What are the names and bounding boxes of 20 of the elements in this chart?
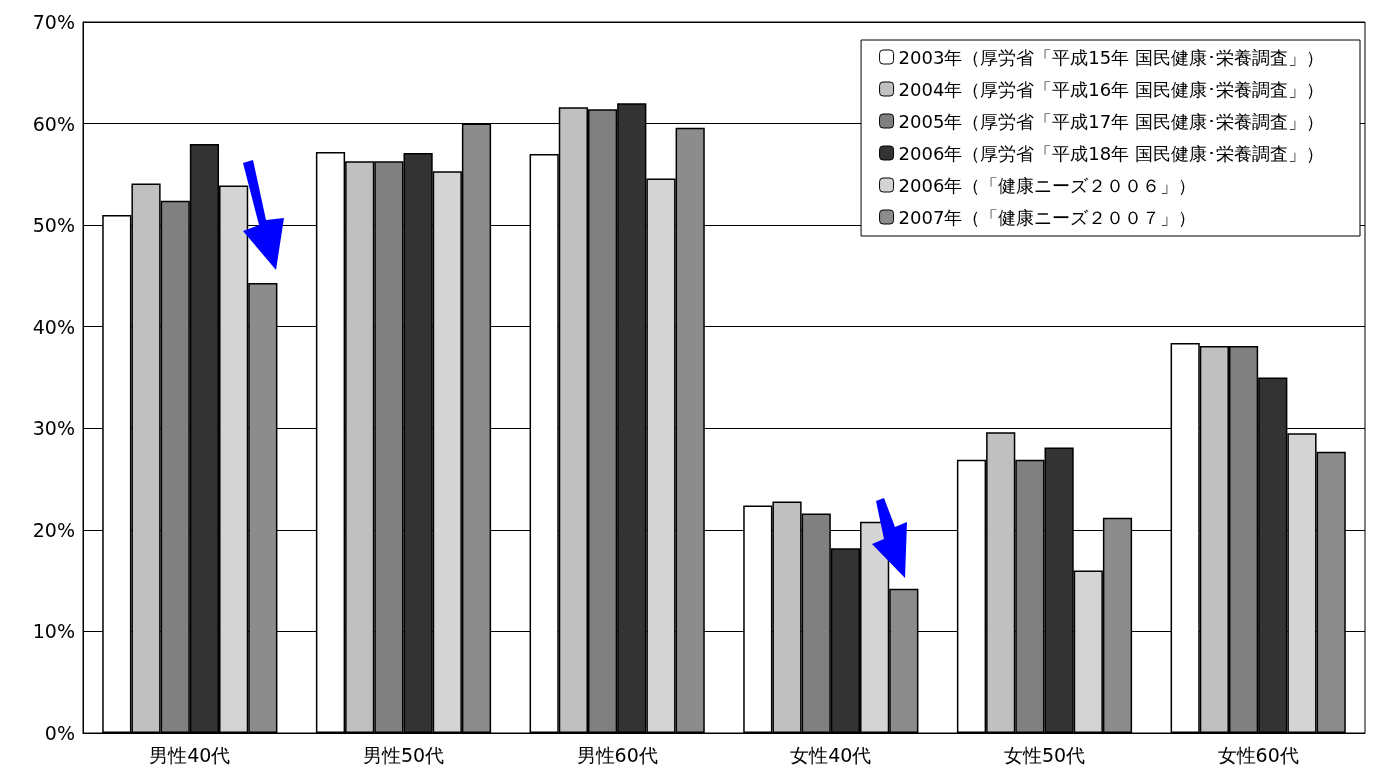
- legend-label: 2004年（厚労省「平成16年 国民健康･栄養調査」）: [898, 78, 1324, 100]
- y-tick-label: 50%: [32, 214, 75, 237]
- y-tick-label: 70%: [32, 11, 75, 33]
- y-tick-label: 0%: [44, 722, 75, 744]
- x-tick-label: 男性40代: [149, 743, 231, 766]
- legend-label: 2005年（厚労省「平成17年 国民健康･栄養調査」）: [898, 110, 1324, 132]
- y-tick-label: 10%: [32, 620, 75, 643]
- x-tick-label: 女性50代: [1003, 743, 1086, 766]
- legend-label: 2006年（「健康ニーズ２００６」）: [898, 174, 1197, 196]
- y-tick-label: 60%: [32, 112, 75, 135]
- legend-label: 2006年（厚労省「平成18年 国民健康･栄養調査」）: [898, 142, 1324, 164]
- x-tick-label: 男性50代: [362, 743, 445, 766]
- x-tick-label: 女性60代: [1217, 743, 1299, 766]
- legend-label: 2003年（厚労省「平成15年 国民健康･栄養調査」）: [898, 46, 1324, 68]
- y-tick-label: 20%: [32, 518, 75, 541]
- y-tick-label: 30%: [32, 417, 75, 440]
- x-tick-label: 女性40代: [790, 743, 872, 766]
- y-tick-label: 40%: [32, 315, 75, 338]
- x-tick-label: 男性60代: [576, 743, 658, 766]
- legend-label: 2007年（「健康ニーズ２００７」）: [898, 206, 1197, 228]
